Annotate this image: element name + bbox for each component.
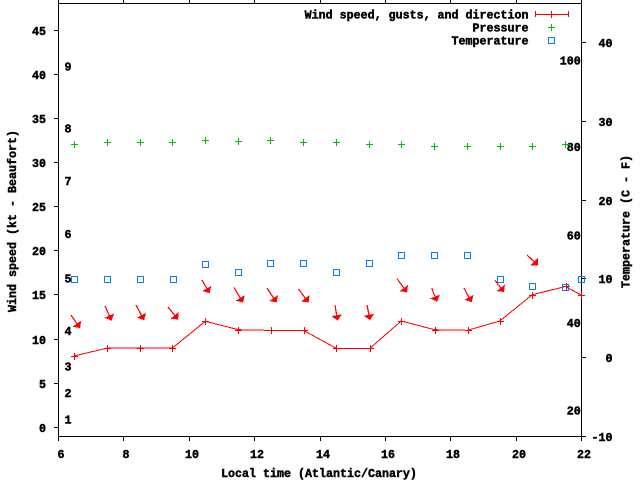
- svg-text:-10: -10: [592, 431, 613, 445]
- svg-text:10: 10: [185, 448, 199, 462]
- svg-text:Temperature (C - F): Temperature (C - F): [620, 155, 634, 288]
- svg-text:20: 20: [32, 245, 46, 259]
- svg-text:Wind speed (kt - Beaufort): Wind speed (kt - Beaufort): [6, 130, 20, 312]
- svg-text:5: 5: [65, 272, 72, 286]
- svg-text:15: 15: [32, 289, 46, 303]
- svg-text:20: 20: [512, 448, 526, 462]
- svg-text:Local time (Atlantic/Canary): Local time (Atlantic/Canary): [221, 467, 417, 480]
- svg-text:8: 8: [123, 448, 130, 462]
- svg-text:40: 40: [599, 37, 613, 51]
- svg-text:Pressure: Pressure: [473, 22, 529, 36]
- svg-text:12: 12: [250, 448, 264, 462]
- svg-text:2: 2: [65, 387, 72, 401]
- svg-text:9: 9: [65, 61, 72, 75]
- svg-text:25: 25: [32, 201, 46, 215]
- svg-text:5: 5: [39, 378, 46, 392]
- svg-text:6: 6: [58, 448, 65, 462]
- svg-text:40: 40: [32, 69, 46, 83]
- svg-text:18: 18: [446, 448, 460, 462]
- svg-text:6: 6: [65, 228, 72, 242]
- svg-text:Wind speed, gusts, and directi: Wind speed, gusts, and direction: [305, 9, 529, 23]
- svg-text:8: 8: [65, 122, 72, 136]
- svg-text:14: 14: [316, 448, 330, 462]
- svg-text:45: 45: [32, 25, 46, 39]
- svg-text:35: 35: [32, 113, 46, 127]
- svg-text:80: 80: [567, 141, 581, 155]
- svg-text:3: 3: [65, 360, 72, 374]
- svg-text:7: 7: [65, 175, 72, 189]
- svg-text:4: 4: [65, 325, 72, 339]
- svg-text:30: 30: [599, 116, 613, 130]
- svg-text:1: 1: [65, 413, 72, 427]
- svg-text:30: 30: [32, 157, 46, 171]
- svg-text:Temperature: Temperature: [452, 35, 529, 49]
- svg-text:10: 10: [32, 334, 46, 348]
- svg-text:22: 22: [577, 448, 591, 462]
- svg-text:0: 0: [39, 422, 46, 436]
- svg-text:10: 10: [599, 273, 613, 287]
- svg-text:16: 16: [381, 448, 395, 462]
- svg-text:100: 100: [560, 55, 581, 69]
- svg-text:40: 40: [567, 317, 581, 331]
- svg-text:60: 60: [567, 230, 581, 244]
- svg-text:0: 0: [606, 352, 613, 366]
- svg-text:20: 20: [599, 195, 613, 209]
- svg-text:20: 20: [567, 405, 581, 419]
